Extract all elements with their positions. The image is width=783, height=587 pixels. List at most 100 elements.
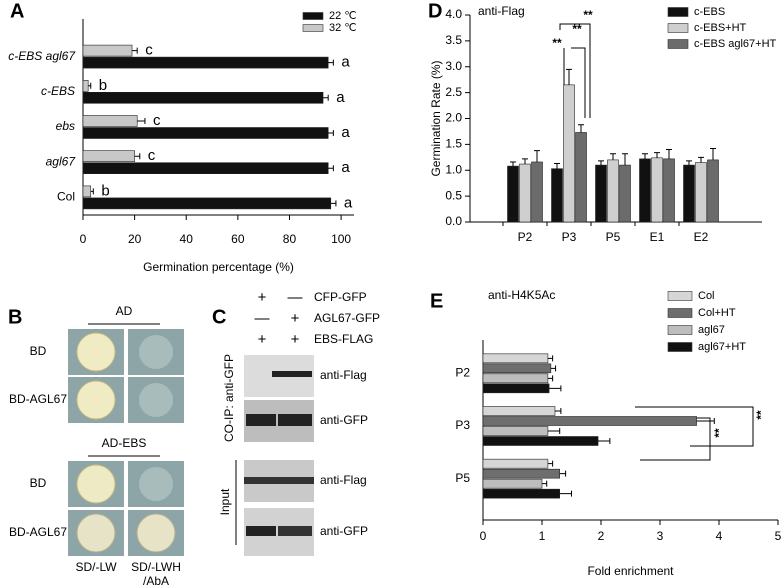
bar	[482, 488, 560, 499]
panel-letter: D	[428, 0, 442, 22]
row-label: BD-AGL67	[9, 392, 67, 406]
error-bar	[88, 82, 92, 89]
bar	[551, 168, 563, 223]
x-tick-label: 40	[180, 232, 194, 246]
legend-swatch	[667, 342, 693, 352]
bar	[82, 44, 133, 57]
error-bar	[578, 124, 584, 133]
error-bar	[566, 68, 572, 85]
bar	[482, 353, 549, 364]
error-bar	[137, 118, 146, 124]
error-bar	[510, 161, 516, 167]
y-tick-label: 0.5	[445, 188, 462, 202]
legend-swatch	[667, 308, 693, 318]
significance-letter: b	[99, 77, 107, 94]
error-bar	[686, 160, 692, 166]
bar	[663, 158, 675, 223]
significance-letter: c	[153, 112, 161, 129]
error-bar	[534, 150, 540, 162]
significance-mark: **	[712, 428, 726, 438]
bar	[563, 84, 575, 223]
bar	[507, 165, 519, 223]
significance-letter: a	[341, 54, 350, 71]
bar	[82, 80, 89, 92]
bar	[482, 426, 549, 436]
colony	[139, 467, 173, 501]
legend-swatch	[667, 7, 689, 17]
error-bar	[522, 158, 528, 165]
x-tick-label: 3	[657, 529, 664, 543]
significance-letter: c	[148, 147, 156, 164]
bar	[482, 436, 599, 446]
error-bar	[654, 152, 660, 158]
bar	[482, 416, 697, 426]
category-label: Col	[57, 190, 75, 204]
bar	[683, 164, 695, 223]
panel-c	[235, 355, 314, 556]
input-label: Input	[218, 488, 232, 515]
bar	[482, 373, 549, 384]
significance-mark: **	[552, 36, 562, 50]
error-bar	[550, 365, 557, 372]
column-label: /AbA	[143, 574, 169, 587]
bar	[707, 159, 719, 223]
error-bar	[622, 153, 628, 166]
legend-swatch	[667, 23, 689, 33]
blot-label: anti-GFP	[320, 413, 368, 427]
x-tick-label: E1	[650, 230, 665, 244]
x-tick-label: 0	[80, 232, 87, 246]
bar	[531, 161, 543, 223]
colony	[76, 380, 116, 420]
y-axis-label: Germination Rate (%)	[429, 60, 443, 176]
panel-letter: E	[430, 290, 443, 312]
blot-label: anti-Flag	[320, 473, 367, 487]
legend-label: agl67+HT	[698, 341, 746, 353]
blot-band	[272, 371, 312, 377]
error-bar	[698, 156, 704, 163]
error-bar	[323, 94, 329, 101]
error-bar	[598, 160, 604, 166]
bar	[607, 159, 619, 223]
x-axis-label: Fold enrichment	[587, 564, 674, 578]
error-bar	[598, 438, 611, 444]
significance-letter: a	[336, 89, 345, 106]
blot-label: anti-Flag	[320, 368, 367, 382]
error-bar	[710, 148, 716, 160]
condition-label: CFP-GFP	[314, 290, 367, 304]
y-tick-label: 2.0	[445, 111, 462, 125]
legend-swatch	[302, 12, 324, 20]
significance-letter: a	[341, 159, 350, 176]
sig-bracket	[600, 406, 754, 461]
y-tick-label: 3.5	[445, 33, 462, 47]
legend-swatch	[667, 291, 693, 301]
error-bar	[328, 165, 334, 172]
blot-band	[246, 526, 276, 536]
bar	[82, 92, 324, 104]
column-header: AD-EBS	[102, 436, 147, 450]
legend-swatch	[302, 24, 324, 32]
panel-letter: B	[8, 306, 22, 328]
colony	[76, 332, 116, 372]
bar	[482, 363, 552, 374]
error-bar	[666, 149, 672, 159]
x-tick-label: 100	[331, 232, 351, 246]
panel-letter: A	[10, 0, 24, 22]
x-tick-label: 4	[716, 529, 723, 543]
x-tick-label: 2	[598, 529, 605, 543]
error-bar	[134, 153, 141, 160]
significance-mark: **	[583, 8, 593, 22]
row-label: BD	[30, 476, 47, 490]
condition-label: AGL67-GFP	[314, 311, 380, 325]
error-bar	[547, 375, 554, 382]
legend-label: 32 ℃	[329, 22, 357, 34]
category-label: agl67	[46, 154, 77, 168]
x-tick-label: 0	[480, 529, 487, 543]
condition-sign: —	[255, 310, 270, 327]
legend-label: c-EBS agl67+HT	[694, 38, 777, 50]
bar	[651, 157, 663, 223]
condition-label: EBS-FLAG	[314, 332, 373, 346]
significance-mark: **	[572, 22, 582, 36]
bar	[519, 163, 531, 223]
legend-label: c-EBS	[694, 6, 725, 18]
error-bar	[559, 490, 572, 497]
